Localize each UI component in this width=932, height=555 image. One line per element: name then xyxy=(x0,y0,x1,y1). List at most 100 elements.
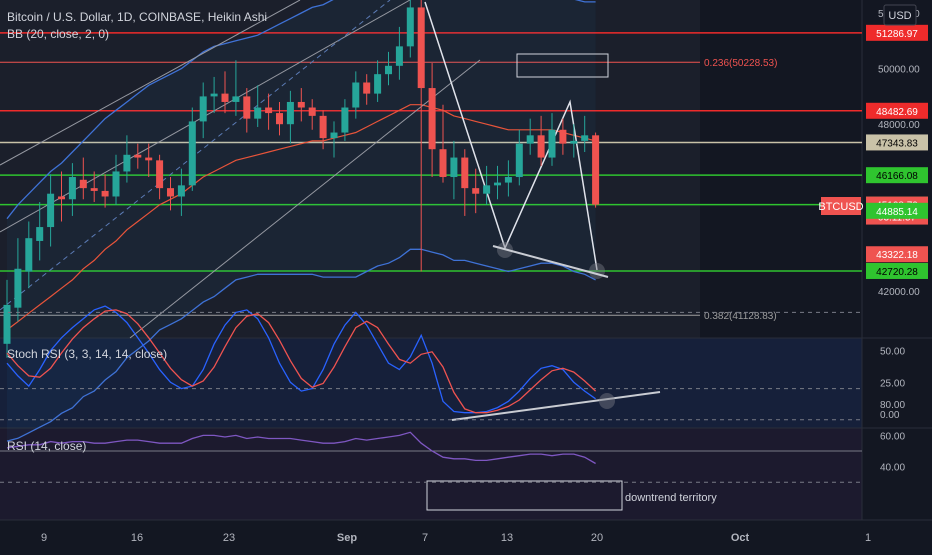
candle-body xyxy=(276,113,283,125)
price-tag xyxy=(866,246,928,263)
candle-body xyxy=(145,157,153,161)
currency-label[interactable]: USD xyxy=(888,10,911,22)
time-tick-label: 20 xyxy=(591,532,603,544)
stoch-tick-label: 0.00 xyxy=(880,410,900,421)
price-tag xyxy=(866,202,928,219)
bollinger-bands xyxy=(6,0,596,442)
level-price-tag xyxy=(866,134,928,151)
candle-body xyxy=(90,188,98,191)
time-tick-label: 7 xyxy=(422,532,428,544)
candle-body xyxy=(330,132,338,139)
candle-body xyxy=(548,129,556,158)
candle-body xyxy=(494,182,501,186)
pivot-marker xyxy=(599,393,615,409)
candle-body xyxy=(428,88,436,150)
candle-body xyxy=(374,74,382,94)
candle-body xyxy=(395,46,403,66)
candle-body xyxy=(36,227,44,241)
candle-body xyxy=(25,238,33,272)
level-price-label: 46166.08 xyxy=(876,171,918,182)
symbol-tag-label: BTCUSD xyxy=(818,201,863,213)
price-tick-label: 48000.00 xyxy=(878,120,920,131)
candle-body xyxy=(537,135,545,158)
rsi-tick-label: 40.00 xyxy=(880,463,905,474)
candle-body xyxy=(47,193,55,228)
downtrend-label: downtrend territory xyxy=(625,492,717,504)
text-labels: Bitcoin / U.S. Dollar, 1D, COINBASE, Hei… xyxy=(7,4,917,504)
candle-body xyxy=(199,96,207,122)
candle-body xyxy=(417,7,425,89)
level-price-tag xyxy=(866,24,928,41)
candle-body xyxy=(504,177,512,183)
candle-body xyxy=(232,96,240,102)
price-tick-label: 50000.00 xyxy=(878,65,920,76)
bb-fill xyxy=(7,0,596,442)
candle-body xyxy=(581,135,589,141)
candle-body xyxy=(254,107,262,119)
rsi-tick-label: 80.00 xyxy=(880,400,905,411)
level-price-tag xyxy=(866,102,928,119)
candle-body xyxy=(101,190,109,197)
currency-badge[interactable] xyxy=(883,4,917,26)
chart-title: Bitcoin / U.S. Dollar, 1D, COINBASE, Hei… xyxy=(7,10,267,24)
rsi-tick-label: 60.00 xyxy=(880,431,905,442)
time-tick-label: Sep xyxy=(337,532,357,544)
downtrend-box xyxy=(426,480,623,511)
candle-body xyxy=(156,160,164,189)
candle-body xyxy=(112,171,120,197)
channel-line-upper xyxy=(0,0,301,166)
time-tick-label: 23 xyxy=(223,532,235,544)
stoch-rsi-pane xyxy=(0,305,862,414)
level-price-label: 51286.97 xyxy=(876,29,918,40)
target-box xyxy=(516,53,609,78)
bb-indicator-label: BB (20, close, 2, 0) xyxy=(7,27,109,41)
candle-body xyxy=(406,7,414,47)
stoch-rsi-title: Stoch RSI (3, 3, 14, 14, close) xyxy=(7,347,167,361)
zigzag-pattern xyxy=(424,1,598,271)
candle-body xyxy=(461,157,469,189)
candle-body xyxy=(515,143,523,178)
time-tick-label: 16 xyxy=(131,532,143,544)
support-trendline xyxy=(492,245,609,278)
stoch-k-line xyxy=(6,305,596,414)
stoch-d-line xyxy=(6,309,597,414)
candle-body xyxy=(559,129,567,144)
main-pane-shade xyxy=(0,0,700,338)
rsi-pane-shade xyxy=(0,428,862,520)
candle-body xyxy=(450,157,458,178)
candle-body xyxy=(592,135,600,205)
time-tick-label: Oct xyxy=(731,532,750,544)
candle-body xyxy=(58,196,65,200)
rsi-line xyxy=(6,431,596,465)
level-price-tag xyxy=(866,167,928,184)
rsi-title: RSI (14, close) xyxy=(7,439,86,453)
bb-lower-line xyxy=(6,248,596,442)
axes: 52000.0050000.0048000.0042000.0050.0025.… xyxy=(41,9,920,544)
level-price-label: 47343.83 xyxy=(876,138,918,149)
candle-body xyxy=(308,107,316,116)
time-tick-label: 13 xyxy=(501,532,513,544)
candle-body xyxy=(526,135,534,144)
level-price-label: 42720.28 xyxy=(876,267,918,278)
candle-body xyxy=(297,101,305,108)
channel-line-mid xyxy=(0,0,391,311)
bb-upper-line xyxy=(6,0,596,220)
candle-body xyxy=(123,154,131,172)
candle-body xyxy=(341,107,349,133)
candle-body xyxy=(14,268,22,308)
price-tag-label: 43322.18 xyxy=(876,250,918,261)
fib-level-label: 0.382(41128.83) xyxy=(704,311,777,322)
stoch-pane-shade xyxy=(0,338,862,428)
candle-body xyxy=(79,179,87,189)
candle-body xyxy=(385,65,392,75)
stoch-trendline xyxy=(451,391,661,421)
time-tick-label: 1 xyxy=(865,532,871,544)
candle-body xyxy=(319,115,327,139)
candle-body xyxy=(363,82,371,94)
background-layer xyxy=(0,0,932,521)
level-price-label: 48482.69 xyxy=(876,107,918,118)
level-price-tag xyxy=(866,262,928,279)
